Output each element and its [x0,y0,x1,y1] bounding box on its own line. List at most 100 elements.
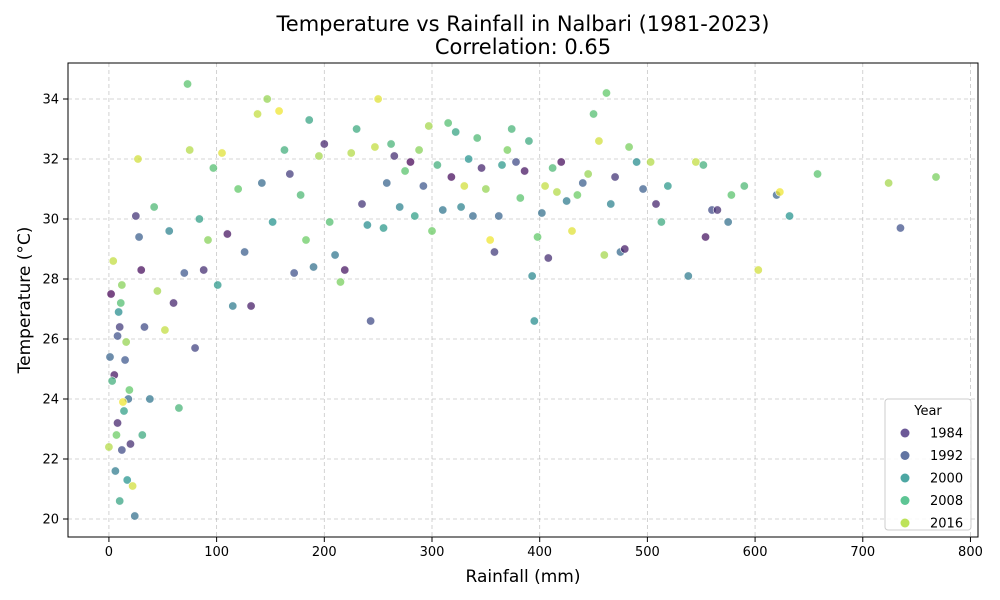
data-point [601,88,611,98]
data-point [149,202,159,212]
data-point [884,178,894,188]
data-point [108,256,118,266]
legend-title: Year [913,404,942,419]
data-point [931,172,941,182]
data-point [111,430,121,440]
data-point [366,316,376,326]
legend-label: 2016 [930,517,963,532]
data-point [373,94,383,104]
data-point [118,397,128,407]
data-point [314,151,324,161]
data-point [400,166,410,176]
y-tick-label: 22 [42,453,59,468]
data-point [638,184,648,194]
data-point [325,217,335,227]
data-point [753,265,763,275]
data-point [620,244,630,254]
data-point [651,199,661,209]
data-point [185,145,195,155]
data-point [775,187,785,197]
data-point [279,145,289,155]
data-point [552,187,562,197]
data-point [113,331,123,341]
data-point [477,163,487,173]
data-point [606,199,616,209]
data-point [274,106,284,116]
data-point [104,442,114,452]
data-point [152,286,162,296]
data-point [107,376,117,386]
data-point [179,268,189,278]
data-point [217,148,227,158]
data-point [410,211,420,221]
data-point [145,394,155,404]
data-point [624,142,634,152]
data-point [253,109,263,119]
legend-marker [900,496,910,505]
data-point [739,181,749,191]
data-point [262,94,272,104]
data-point [438,205,448,215]
y-axis-label: Temperature (°C) [15,227,35,375]
data-point [395,202,405,212]
data-point [233,184,243,194]
legend-marker [900,473,910,483]
data-point [515,193,525,203]
data-point [418,181,428,191]
data-point [222,229,232,239]
x-tick-label: 0 [105,545,113,560]
data-point [160,325,170,335]
data-point [330,250,340,260]
data-point [110,466,120,476]
x-tick-label: 500 [635,545,660,560]
data-point [578,178,588,188]
y-tick-label: 32 [42,153,59,168]
y-tick-label: 34 [42,93,59,108]
data-point [130,511,140,521]
y-tick-label: 30 [42,213,59,228]
data-point [208,163,218,173]
y-axis-ticks: 20 22 24 26 28 30 32 34 [42,93,68,528]
y-tick-label: 24 [42,393,59,408]
legend-marker [900,428,910,438]
legend-label: 1992 [930,449,963,464]
data-point [683,271,693,281]
data-point [106,289,116,299]
x-tick-label: 600 [743,545,768,560]
data-point [114,307,124,317]
data-point [228,301,238,311]
data-point [268,217,278,227]
data-point [594,136,604,146]
data-point [589,109,599,119]
data-point [164,226,174,236]
x-axis-label: Rainfall (mm) [466,567,581,587]
data-point [335,277,345,287]
data-point [427,226,437,236]
data-point [599,250,609,260]
legend-label: 2000 [930,472,963,487]
data-point [304,115,314,125]
legend: Year 1984 1992 2000 2008 2016 [884,398,972,532]
x-axis-ticks: 0 100 200 300 400 500 600 700 800 [105,537,983,560]
data-point [183,79,193,89]
data-point [494,211,504,221]
data-point [533,232,543,242]
data-point [414,145,424,155]
data-point [289,268,299,278]
data-point [115,322,125,332]
data-point [246,301,256,311]
data-point [190,343,200,353]
data-point [136,265,146,275]
data-point [497,160,507,170]
x-tick-label: 100 [204,545,229,560]
data-point [115,496,125,506]
data-point [813,169,823,179]
data-point [319,139,329,149]
data-point [432,160,442,170]
data-point [117,445,127,455]
data-point [301,235,311,245]
x-tick-label: 300 [420,545,445,560]
data-point [357,199,367,209]
data-point [562,196,572,206]
